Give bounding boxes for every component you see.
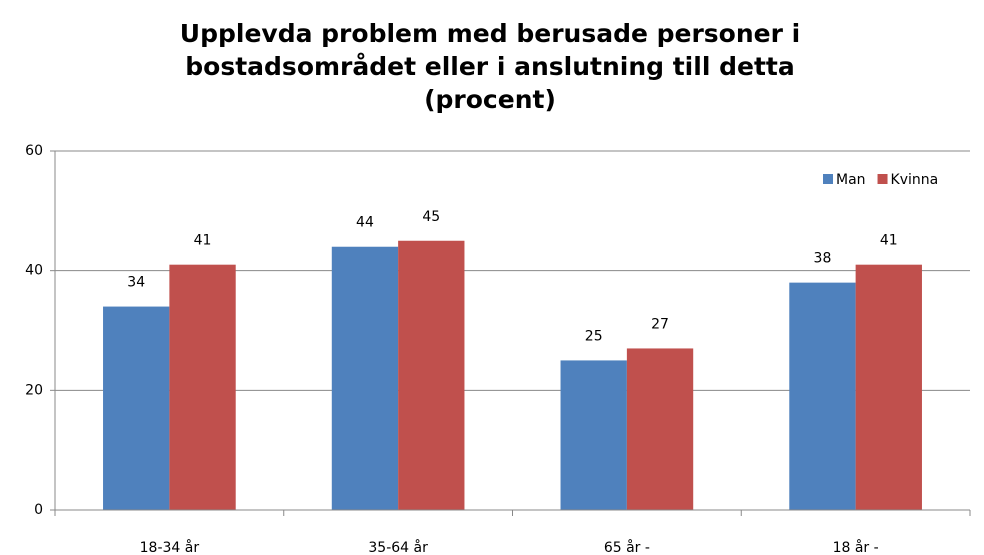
bar — [855, 264, 922, 510]
legend-label: Kvinna — [891, 172, 939, 188]
bar — [626, 348, 694, 510]
chart-title: Upplevda problem med berusade personer i — [180, 19, 800, 48]
y-tick-label: 20 — [25, 382, 43, 398]
bar — [398, 240, 465, 510]
data-label: 44 — [356, 215, 374, 231]
bar — [789, 282, 856, 510]
chart-title: (procent) — [424, 85, 556, 114]
data-label: 41 — [880, 233, 898, 249]
x-tick-label: 18-34 år — [140, 539, 200, 555]
bar — [560, 360, 627, 510]
data-label: 27 — [651, 316, 669, 332]
y-tick-label: 60 — [25, 143, 43, 159]
x-tick-label: 18 år - — [833, 539, 879, 555]
legend-swatch — [877, 174, 888, 184]
data-label: 41 — [194, 233, 212, 249]
legend-swatch — [823, 174, 833, 184]
bar — [103, 306, 170, 510]
bar — [331, 246, 399, 510]
y-tick-label: 0 — [34, 502, 43, 518]
legend-label: Man — [836, 172, 866, 188]
x-tick-label: 65 år - — [604, 539, 650, 555]
chart-title: bostadsområdet eller i anslutning till d… — [185, 52, 794, 81]
data-label: 45 — [422, 209, 440, 225]
data-label: 25 — [585, 328, 603, 344]
data-label: 34 — [127, 275, 145, 291]
y-tick-label: 40 — [25, 263, 43, 279]
x-tick-label: 35-64 år — [368, 539, 428, 555]
data-label: 38 — [814, 251, 832, 267]
bar — [169, 264, 236, 510]
